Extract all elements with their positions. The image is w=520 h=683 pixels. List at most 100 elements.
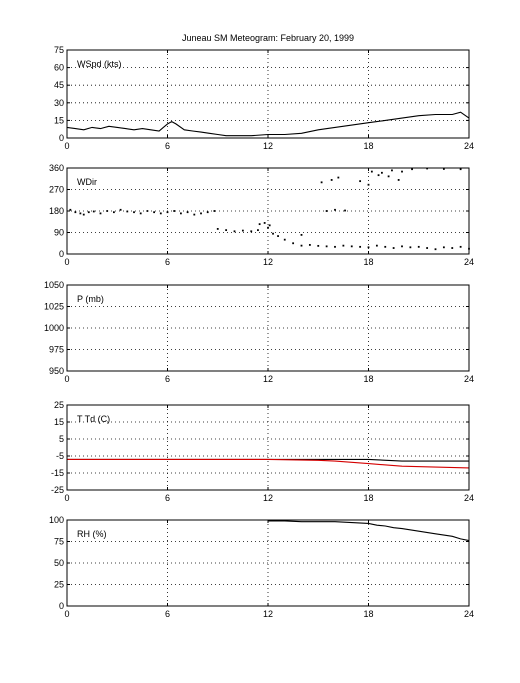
x-tick-label: 0 [64,141,69,151]
data-point [391,169,393,172]
y-tick-label: 1025 [44,302,64,312]
panel-label: P (mb) [77,294,104,304]
y-tick-label: 950 [49,366,64,376]
data-point [82,213,85,216]
data-point [159,212,162,215]
panel-5: 0 6 12 18 24 0 25 50 75 100 RH (%) [49,515,474,619]
x-tick-label: 24 [464,493,474,503]
y-tick-label: 0 [59,601,64,611]
y-tick-label: 270 [49,185,64,195]
data-point [233,230,236,233]
x-tick-label: 0 [64,257,69,267]
x-tick-label: 12 [263,141,273,151]
data-point [381,171,383,174]
data-point [241,229,244,232]
data-point [250,230,253,233]
y-tick-label: -25 [51,485,64,495]
y-tick-label: 30 [54,98,64,108]
x-tick-label: 18 [363,374,373,384]
data-point [392,247,395,249]
data-point [213,210,216,212]
data-point [146,210,149,212]
data-point [330,179,333,181]
data-point [173,210,176,212]
series-points [69,167,470,251]
data-point [411,168,413,171]
x-tick-label: 18 [363,141,373,151]
y-tick-label: 25 [54,580,64,590]
data-point [459,245,462,248]
x-tick-label: 6 [165,374,170,384]
data-point [139,212,142,215]
data-point [126,210,129,213]
y-tick-label: 15 [54,417,64,427]
panel-label: RH (%) [77,529,107,539]
y-tick-label: 75 [54,45,64,55]
y-tick-label: 1000 [44,323,64,333]
x-tick-label: 24 [464,609,474,619]
data-point [359,245,362,248]
data-point [342,244,345,247]
x-tick-label: 0 [64,609,69,619]
x-tick-label: 24 [464,374,474,384]
panel-1: 0 6 12 18 24 0 15 30 45 60 75 WSpd (kts) [54,45,474,151]
x-tick-label: 18 [363,257,373,267]
panel-label: T Td (C) [77,414,110,424]
series-line [66,111,470,137]
data-point [337,176,340,179]
x-tick-label: 12 [263,257,273,267]
data-point [334,208,336,211]
data-point [325,210,328,212]
y-tick-label: 50 [54,558,64,568]
data-point [180,212,182,215]
data-point [370,170,373,173]
y-tick-label: -5 [56,451,64,461]
data-point [426,247,429,249]
data-point [320,181,323,184]
x-tick-label: 6 [165,609,170,619]
data-point [417,245,420,248]
y-tick-label: 0 [59,249,64,259]
data-point [263,222,266,224]
y-tick-label: 975 [49,345,64,355]
data-point [325,245,328,248]
data-point [375,244,378,247]
data-point [133,211,135,214]
data-point [113,211,115,214]
data-point [367,183,370,186]
data-point [300,244,303,247]
data-point [300,233,303,236]
data-point [106,210,109,212]
data-point [384,245,387,248]
data-point [99,212,102,215]
x-tick-label: 6 [165,257,170,267]
data-point [87,211,90,214]
x-tick-label: 18 [363,609,373,619]
y-tick-label: 25 [54,400,64,410]
x-tick-label: 12 [263,374,273,384]
data-point [74,211,77,214]
panel-2: 0 6 12 18 24 0 90 180 270 360 WDir [49,163,474,267]
data-point [442,168,445,170]
y-tick-label: 60 [54,63,64,73]
data-point [267,226,269,229]
data-point [350,245,353,248]
data-point [79,212,82,215]
series-line [67,458,470,469]
panel-3: 0 6 12 18 24 950 975 1000 1025 1050 P (mb) [44,280,474,384]
x-tick-label: 24 [464,257,474,267]
y-tick-label: -15 [51,468,64,478]
x-tick-label: 0 [64,374,69,384]
data-point [334,245,336,248]
y-tick-label: 0 [59,133,64,143]
data-point [292,242,295,245]
y-tick-label: 90 [54,228,64,238]
data-point [317,244,320,247]
data-point [166,211,169,214]
data-point [308,244,311,246]
data-point [451,247,454,249]
figure-title: Juneau SM Meteogram: February 20, 1999 [182,33,354,43]
data-point [344,209,346,212]
data-point [442,246,445,249]
